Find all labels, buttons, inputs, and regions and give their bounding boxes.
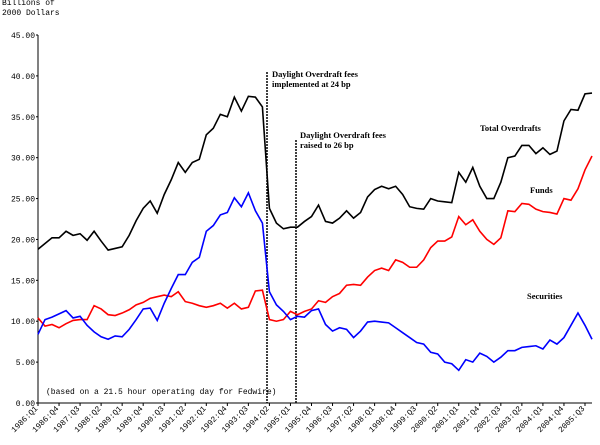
series-line: [37, 190, 593, 372]
y-tick-label: 30.00: [11, 155, 35, 164]
series-line: [37, 92, 593, 251]
y-tick-label: 15.00: [11, 277, 35, 286]
y-axis-label: Billions of: [2, 0, 55, 8]
annotation: raised to 26 bp: [300, 140, 354, 150]
y-tick-label: 20.00: [11, 236, 35, 245]
y-tick-label: 10.00: [11, 318, 35, 327]
annotation: Daylight Overdraft fees: [300, 130, 387, 140]
y-tick-label: 35.00: [11, 114, 35, 123]
series-label: Total Overdrafts: [480, 123, 542, 133]
annotation: implemented at 24 bp: [272, 79, 351, 89]
y-tick-label: 45.00: [11, 32, 35, 41]
y-tick-label: 40.00: [11, 73, 35, 82]
y-tick-label: 25.00: [11, 196, 35, 205]
series-label: Funds: [530, 185, 553, 195]
y-tick-label: 5.00: [16, 359, 35, 368]
y-tick-label: 0.00: [16, 400, 35, 409]
series-line: [37, 155, 593, 329]
annotation: Daylight Overdraft fees: [272, 69, 359, 79]
series-label: Securities: [527, 291, 563, 301]
y-axis-label: 2000 Dollars: [2, 9, 60, 18]
note: (based on a 21.5 hour operating day for …: [46, 388, 276, 397]
